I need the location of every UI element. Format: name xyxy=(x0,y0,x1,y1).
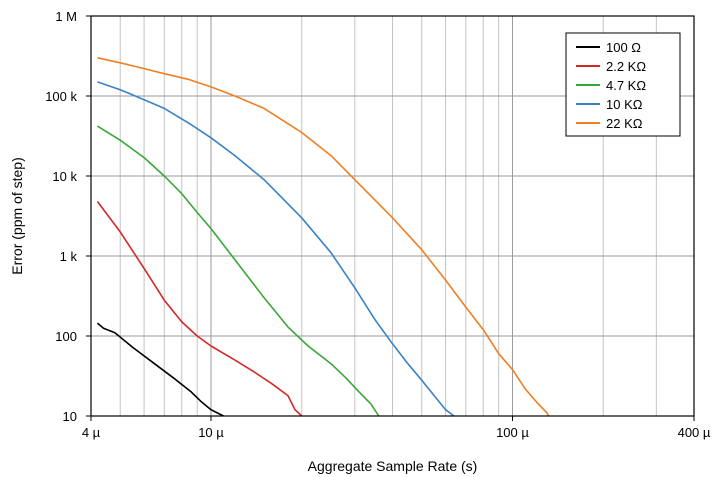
x-tick-label: 100 µ xyxy=(496,425,529,440)
y-tick-label: 1 k xyxy=(60,249,78,264)
legend-label: 22 KΩ xyxy=(606,116,643,131)
x-tick-label: 4 µ xyxy=(82,425,101,440)
series-lines xyxy=(96,57,550,417)
series-line xyxy=(96,322,224,417)
series-line xyxy=(97,81,455,417)
y-tick-labels: 10 100 1 k 10 k 100 k 1 M xyxy=(45,9,91,424)
legend-label: 10 KΩ xyxy=(606,97,643,112)
y-tick-label: 1 M xyxy=(55,9,77,24)
y-tick-label: 100 k xyxy=(45,89,77,104)
grid xyxy=(91,16,694,416)
series-line xyxy=(96,201,303,417)
legend-label: 2.2 KΩ xyxy=(606,59,646,74)
legend: 100 Ω 2.2 KΩ 4.7 KΩ 10 KΩ 22 KΩ xyxy=(565,32,681,137)
x-tick-label: 400 µ xyxy=(678,425,711,440)
plot-frame xyxy=(90,15,695,417)
series-line xyxy=(96,125,380,417)
y-tick-label: 100 xyxy=(55,329,77,344)
y-axis-title: Error (ppm of step) xyxy=(9,157,25,274)
y-tick-label: 10 xyxy=(63,409,77,424)
legend-label: 4.7 KΩ xyxy=(606,78,646,93)
x-tick-label: 10 µ xyxy=(198,425,224,440)
legend-label: 100 Ω xyxy=(606,40,641,55)
series-line xyxy=(97,57,550,417)
x-axis-title: Aggregate Sample Rate (s) xyxy=(308,458,478,474)
x-tick-labels: 4 µ 10 µ 100 µ 400 µ xyxy=(82,416,711,440)
y-tick-label: 10 k xyxy=(52,169,77,184)
